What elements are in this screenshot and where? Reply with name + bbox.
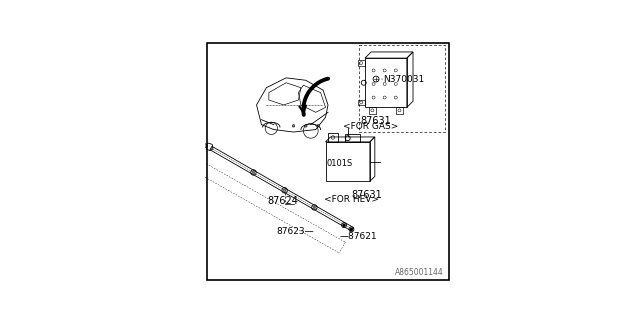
Circle shape (351, 228, 353, 230)
Text: 87631: 87631 (361, 116, 392, 126)
Circle shape (252, 171, 255, 174)
Text: N370031: N370031 (383, 75, 425, 84)
Text: 0101S: 0101S (327, 159, 353, 168)
Circle shape (343, 224, 345, 226)
Circle shape (292, 124, 295, 127)
Circle shape (284, 189, 286, 192)
Text: 87624: 87624 (268, 196, 298, 206)
Text: <FOR GAS>: <FOR GAS> (344, 122, 399, 131)
Text: 87631: 87631 (351, 190, 382, 200)
Text: A865001144: A865001144 (395, 268, 444, 277)
Circle shape (305, 124, 307, 127)
Circle shape (317, 124, 319, 127)
Circle shape (313, 206, 316, 209)
Text: 87623—: 87623— (277, 227, 314, 236)
Text: —87621: —87621 (339, 232, 377, 241)
Text: <FOR HEV>: <FOR HEV> (324, 195, 380, 204)
